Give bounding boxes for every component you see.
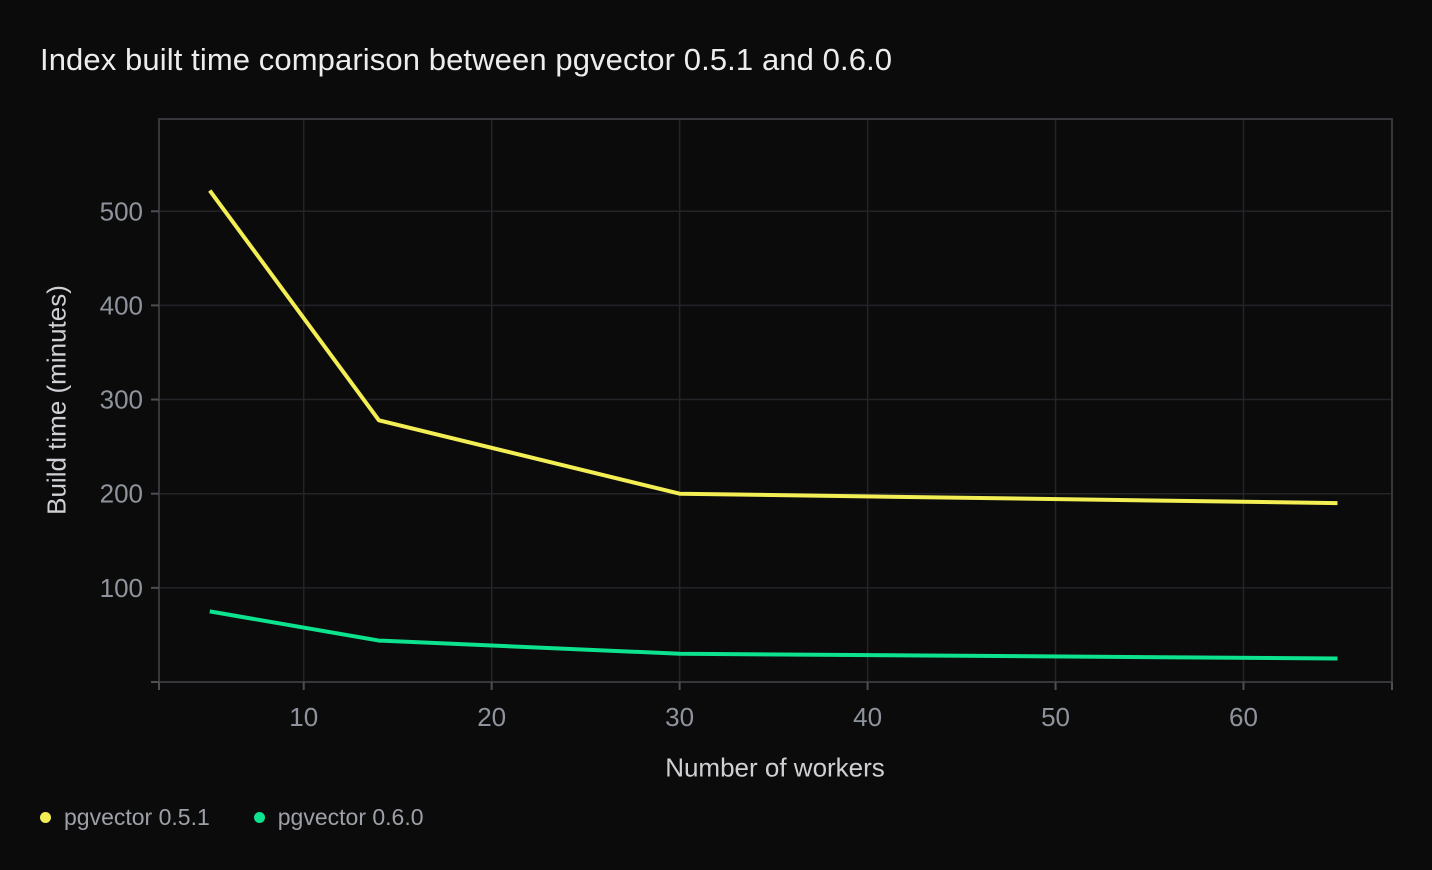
x-tick-label: 50 [1041, 702, 1070, 732]
x-tick-label: 20 [477, 702, 506, 732]
legend-item-pgvector-0-6-0: pgvector 0.6.0 [253, 804, 424, 831]
series-line-pgvector-0-6-0 [209, 609, 1338, 661]
x-tick-label: 10 [289, 702, 318, 732]
y-tick-label: 300 [100, 385, 143, 415]
line-chart: 10 20 30 40 50 60 100 200 300 400 500 [100, 118, 1393, 732]
plot-border [158, 118, 1393, 683]
x-axis-title: Number of workers [665, 752, 885, 783]
legend-swatch-icon [40, 812, 51, 823]
series-line-pgvector-0-5-1 [208, 189, 1338, 506]
legend-label: pgvector 0.5.1 [64, 804, 210, 830]
y-axis-title: Build time (minutes) [41, 285, 72, 515]
y-tick-label: 500 [100, 196, 143, 226]
legend-label: pgvector 0.6.0 [277, 804, 424, 830]
y-tick-label: 400 [100, 290, 143, 320]
legend: pgvector 0.5.1 pgvector 0.6.0 [40, 804, 424, 831]
plot-area: 10 20 30 40 50 60 100 200 300 400 500 [100, 118, 1393, 732]
x-tick-label: 30 [665, 702, 694, 732]
legend-item-pgvector-0-5-1: pgvector 0.5.1 [40, 804, 210, 831]
x-tick-label: 40 [853, 702, 882, 732]
y-tick-label: 200 [100, 479, 143, 509]
chart-title: Index built time comparison between pgve… [40, 42, 893, 77]
legend-swatch-icon [253, 812, 265, 823]
y-tick-label: 100 [100, 573, 143, 603]
x-tick-label: 60 [1229, 702, 1258, 732]
